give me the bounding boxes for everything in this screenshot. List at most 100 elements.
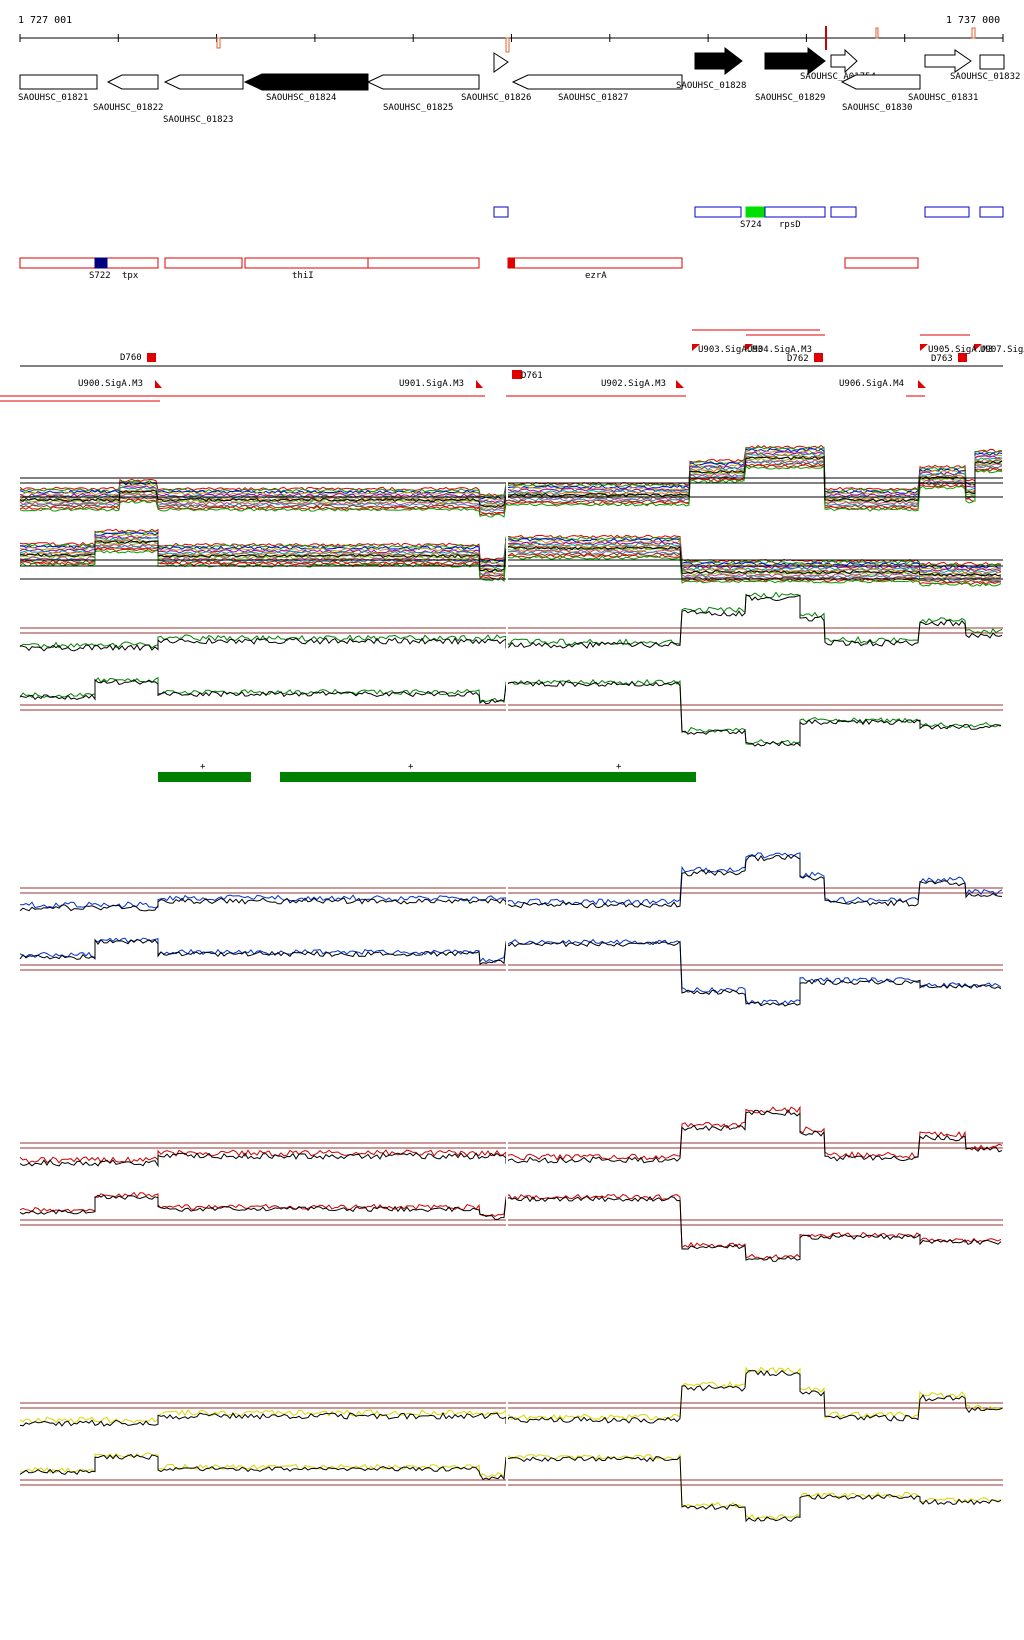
marker-D761[interactable] xyxy=(512,370,522,379)
contig-gap xyxy=(506,870,508,990)
feature-box[interactable] xyxy=(493,206,509,218)
gene-label: SAOUHSC_01831 xyxy=(908,93,978,103)
expression-line xyxy=(19,1454,1002,1523)
gene-label: SAOUHSC_01829 xyxy=(755,93,825,103)
feature-marker xyxy=(508,258,515,268)
gene-label: SAOUHSC_01821 xyxy=(18,93,88,103)
gene-label: SAOUHSC_01825 xyxy=(383,103,453,113)
operon-track: D760 U900.SigA.M3 U901.SigA.M3 D761 U902… xyxy=(0,329,1024,402)
blue-feature-track: S724 rpsD xyxy=(493,206,1004,230)
operon-label-U903: U903.SigA.M3 xyxy=(698,345,763,355)
operon-label-U901: U901.SigA.M3 xyxy=(399,379,464,389)
expression-line xyxy=(19,676,1002,746)
feature-tpx[interactable] xyxy=(19,257,159,269)
green-block[interactable] xyxy=(158,772,251,782)
gene-SAOUHSC_01828[interactable]: SAOUHSC_01828 xyxy=(676,46,746,91)
operon-label-D760: D760 xyxy=(120,353,142,363)
gene-SAOUHSC_01829[interactable]: SAOUHSC_01829 xyxy=(755,46,826,103)
contig-gap xyxy=(506,1380,508,1500)
marker-D762[interactable] xyxy=(814,353,823,362)
operon-label-D762: D762 xyxy=(787,354,809,364)
operon-label-U902: U902.SigA.M3 xyxy=(601,379,666,389)
block-strand-mark: + xyxy=(616,762,622,772)
feature-box[interactable] xyxy=(830,206,857,218)
green-block[interactable] xyxy=(280,772,696,782)
marker-D760[interactable] xyxy=(147,353,156,362)
feature-box[interactable] xyxy=(164,257,243,269)
ruler-start-label: 1 727 001 xyxy=(18,15,72,26)
feature-box[interactable] xyxy=(924,206,970,218)
feature-ezrA[interactable] xyxy=(507,257,683,269)
green-block-track: + + + xyxy=(158,762,696,782)
operon-label-U900: U900.SigA.M3 xyxy=(78,379,143,389)
gene-label: SAOUHSC_01824 xyxy=(266,93,336,103)
gene-SAOUHSC_01831[interactable]: SAOUHSC_01831 xyxy=(908,49,978,103)
gene-label: SAOUHSC_01832 xyxy=(950,72,1020,82)
gene-label: SAOUHSC_A01754 xyxy=(800,72,876,82)
feature-label-thiI: thiI xyxy=(292,271,314,281)
expression-line xyxy=(19,854,1003,912)
contig-gap xyxy=(506,1120,508,1240)
gene-SAOUHSC_01830[interactable]: SAOUHSC_01830 xyxy=(840,74,921,113)
gene-SAOUHSC_01827[interactable]: SAOUHSC_01827 xyxy=(511,74,683,103)
gene-label: SAOUHSC_01823 xyxy=(163,115,233,125)
operon-label-U906: U906.SigA.M4 xyxy=(839,379,904,389)
condition-line xyxy=(19,449,1003,502)
ruler-tick-feature xyxy=(875,27,879,39)
coordinate-ruler: 1 727 001 1 737 000 xyxy=(18,15,1004,53)
gene-SAOUHSC_01824[interactable]: SAOUHSC_01824 xyxy=(243,73,369,103)
operon-label-U904: U904.SigA.M3 xyxy=(747,345,812,355)
multi-condition-expression-track xyxy=(19,444,1003,587)
block-strand-mark: + xyxy=(408,762,414,772)
feature-rpsD[interactable] xyxy=(764,206,826,218)
gene-SAOUHSC_01823[interactable]: SAOUHSC_01823 xyxy=(163,74,244,125)
ruler-end-label: 1 737 000 xyxy=(946,15,1000,26)
condition-line xyxy=(19,446,1003,499)
contig-gap xyxy=(506,520,508,600)
gene-label: SAOUHSC_01827 xyxy=(558,93,628,103)
condition-line xyxy=(19,460,1003,513)
gene-SAOUHSC_01822[interactable]: SAOUHSC_01822 xyxy=(93,74,163,113)
condition-line xyxy=(19,465,1003,518)
feature-S722[interactable] xyxy=(94,257,108,269)
expression-line xyxy=(19,1366,1003,1424)
feature-thiI[interactable] xyxy=(244,257,369,269)
condition-line xyxy=(19,455,1003,508)
expression-line xyxy=(19,1109,1003,1168)
feature-box[interactable] xyxy=(694,206,742,218)
paired-expression-tracks xyxy=(19,480,1003,1523)
feature-S724[interactable] xyxy=(745,206,766,218)
operon-label-U907: U907.SigA.M3 xyxy=(980,345,1024,355)
operon-label-D761: D761 xyxy=(521,371,543,381)
feature-box[interactable] xyxy=(979,206,1004,218)
feature-box[interactable] xyxy=(367,257,480,269)
expression-line xyxy=(19,591,1003,649)
marker-D763[interactable] xyxy=(958,353,967,362)
expression-line xyxy=(19,678,1002,748)
gene-track: SAOUHSC_01821 SAOUHSC_01822 SAOUHSC_0182… xyxy=(18,46,1020,125)
feature-box[interactable] xyxy=(844,257,919,269)
gene-label: SAOUHSC_01828 xyxy=(676,81,746,91)
condition-line xyxy=(19,448,1003,500)
contig-gap xyxy=(506,620,508,730)
red-feature-track: S722 tpx thiI ezrA xyxy=(19,257,919,281)
gene-SAOUHSC_01826[interactable]: SAOUHSC_01826 xyxy=(461,52,531,103)
feature-label-rpsD: rpsD xyxy=(779,220,801,230)
expression-line xyxy=(19,1452,1002,1520)
expression-line xyxy=(19,937,1002,1006)
gene-SAOUHSC_01832[interactable]: SAOUHSC_01832 xyxy=(950,54,1020,82)
expression-line xyxy=(19,1191,1002,1260)
contig-gap xyxy=(506,480,508,500)
gene-SAOUHSC_A01754[interactable]: SAOUHSC_A01754 xyxy=(800,48,876,82)
gene-SAOUHSC_01821[interactable]: SAOUHSC_01821 xyxy=(18,74,98,103)
expression-line xyxy=(20,852,1003,909)
block-strand-mark: + xyxy=(200,762,206,772)
feature-label-ezrA: ezrA xyxy=(585,271,607,281)
gene-SAOUHSC_01825[interactable]: SAOUHSC_01825 xyxy=(366,74,480,113)
gene-label: SAOUHSC_01826 xyxy=(461,93,531,103)
feature-label-tpx: tpx xyxy=(122,271,139,281)
operon-label-D763: D763 xyxy=(931,354,953,364)
feature-label-S722: S722 xyxy=(89,271,111,281)
feature-label-S724: S724 xyxy=(740,220,762,230)
